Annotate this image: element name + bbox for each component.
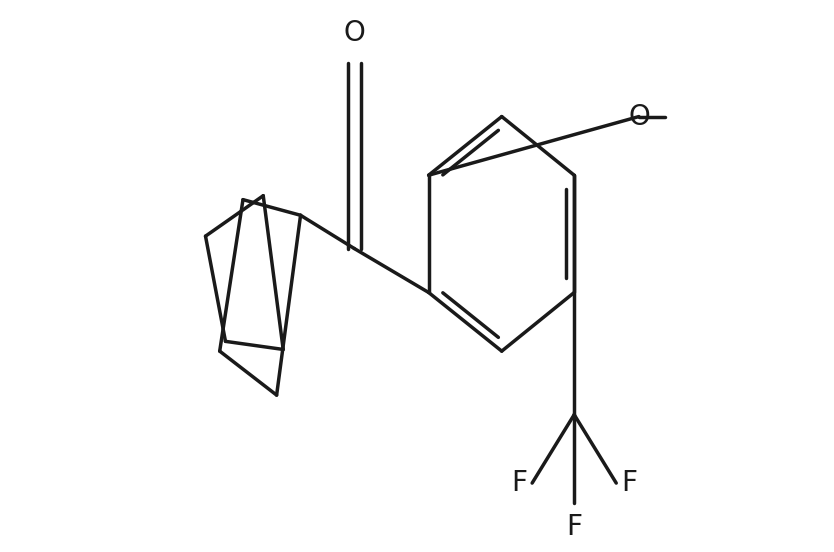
Text: F: F [621, 469, 638, 497]
Text: O: O [628, 103, 650, 131]
Text: F: F [510, 469, 527, 497]
Text: F: F [566, 513, 582, 542]
Text: O: O [344, 19, 365, 46]
